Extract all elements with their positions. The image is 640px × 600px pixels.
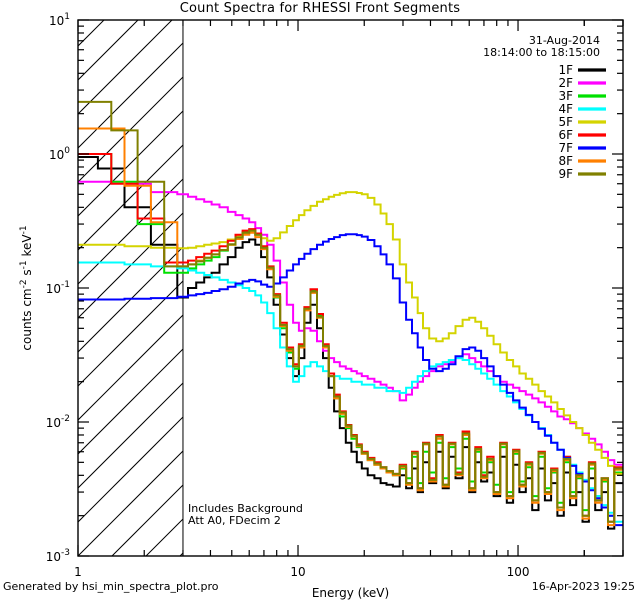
observation-time-range: 18:14:00 to 18:15:00	[483, 46, 600, 59]
series-line-2f	[78, 180, 623, 466]
legend-label: 4F	[558, 102, 573, 116]
legend-label: 8F	[558, 154, 573, 168]
x-axis-ticks: 1 10 100	[74, 20, 624, 579]
legend-label: 3F	[558, 89, 573, 103]
legend-item-5f[interactable]: 5F	[558, 115, 606, 129]
legend-item-3f[interactable]: 3F	[558, 89, 606, 103]
legend-item-7f[interactable]: 7F	[558, 141, 606, 155]
series-line-1f	[78, 156, 623, 530]
y-axis-label: counts cm-2 s-1 keV-1	[19, 225, 34, 350]
legend-label: 2F	[558, 76, 573, 90]
x-tick-label: 1	[74, 565, 82, 579]
y-tick-label: 10-1	[46, 280, 70, 296]
page-title: Count Spectra for RHESSI Front Segments	[179, 1, 461, 16]
x-axis-label: Energy (keV)	[312, 586, 389, 600]
hatched-exclusion-region	[78, 20, 623, 556]
series-line-9f	[78, 100, 623, 523]
legend-label: 7F	[558, 141, 573, 155]
legend-label: 6F	[558, 128, 573, 142]
generated-by-label: Generated by hsi_min_spectra_plot.pro	[3, 580, 219, 593]
legend-item-8f[interactable]: 8F	[558, 154, 606, 168]
legend-item-6f[interactable]: 6F	[558, 128, 606, 142]
legend-item-2f[interactable]: 2F	[558, 76, 606, 90]
observation-date: 31-Aug-2014	[529, 34, 600, 47]
annotation-attenuator-state: Att A0, FDecim 2	[188, 514, 281, 527]
legend-label: 5F	[558, 115, 573, 129]
y-tick-label: 10-3	[46, 548, 70, 564]
legend-item-9f[interactable]: 9F	[558, 167, 606, 181]
y-tick-label: 100	[49, 146, 70, 162]
legend-label: 1F	[558, 63, 573, 77]
legend-label: 9F	[558, 167, 573, 181]
x-tick-label: 100	[507, 565, 530, 579]
legend-item-4f[interactable]: 4F	[558, 102, 606, 116]
annotation-includes-background: Includes Background	[188, 502, 303, 515]
generated-at-label: 16-Apr-2023 19:25	[531, 580, 635, 593]
y-tick-label: 10-2	[46, 414, 70, 430]
x-tick-label: 10	[290, 565, 305, 579]
series-group	[78, 100, 623, 530]
y-tick-label: 101	[49, 12, 70, 28]
series-line-7f	[78, 233, 623, 527]
legend-item-1f[interactable]: 1F	[558, 63, 606, 77]
